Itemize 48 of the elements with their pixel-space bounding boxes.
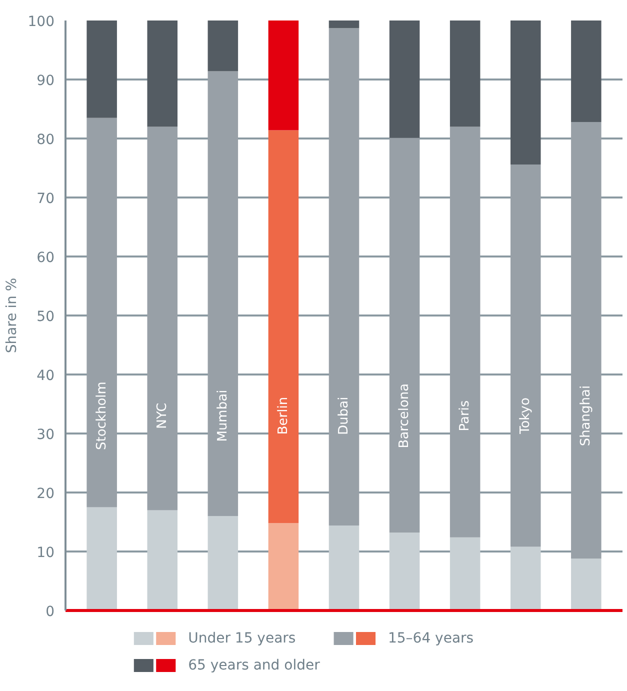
x-tick-label: Barcelona [397, 383, 412, 448]
bar [268, 20, 299, 130]
y-tick-label: 80 [36, 132, 55, 148]
bar [268, 130, 299, 524]
bar [147, 510, 178, 610]
bar [328, 20, 360, 28]
bar [147, 126, 178, 510]
bar [389, 138, 420, 533]
bar [571, 558, 602, 610]
x-tick-label: NYC [154, 402, 170, 429]
legend-label: Under 15 years [188, 630, 296, 646]
bar [450, 126, 480, 538]
x-tick-label: Stockholm [94, 382, 110, 450]
bar [86, 118, 117, 508]
y-tick-label: 50 [36, 309, 55, 325]
bar [571, 20, 602, 122]
y-tick-label: 10 [36, 545, 55, 561]
bar [510, 546, 541, 610]
y-tick-label: 30 [36, 427, 55, 443]
bar [328, 526, 360, 610]
bar [268, 523, 299, 610]
x-tick-label: Tokyo [518, 398, 534, 435]
y-tick-label: 100 [28, 14, 55, 30]
bar [450, 537, 480, 610]
y-tick-label: 70 [36, 191, 55, 207]
legend-label: 15–64 years [388, 630, 474, 646]
x-tick-label: Mumbai [215, 390, 230, 442]
y-tick-label: 60 [36, 250, 55, 266]
bar [208, 20, 238, 72]
bar [510, 20, 541, 164]
x-tick-label: Dubai [336, 396, 352, 435]
y-axis-title: Share in % [4, 278, 20, 354]
y-tick-label: 40 [36, 368, 55, 384]
bar [450, 20, 480, 127]
bar [208, 516, 238, 610]
x-tick-label: Paris [458, 400, 473, 432]
bar [389, 20, 420, 138]
bar [86, 20, 117, 118]
bar [147, 20, 178, 127]
bar [86, 507, 117, 610]
legend-label: 65 years and older [188, 658, 320, 674]
bar [389, 532, 420, 610]
y-tick-label: 20 [36, 486, 55, 502]
y-tick-label: 0 [46, 604, 55, 620]
bar [510, 164, 541, 547]
x-tick-label: Shanghai [578, 385, 594, 446]
x-tick-label: Berlin [276, 396, 291, 435]
y-tick-label: 90 [36, 73, 55, 89]
